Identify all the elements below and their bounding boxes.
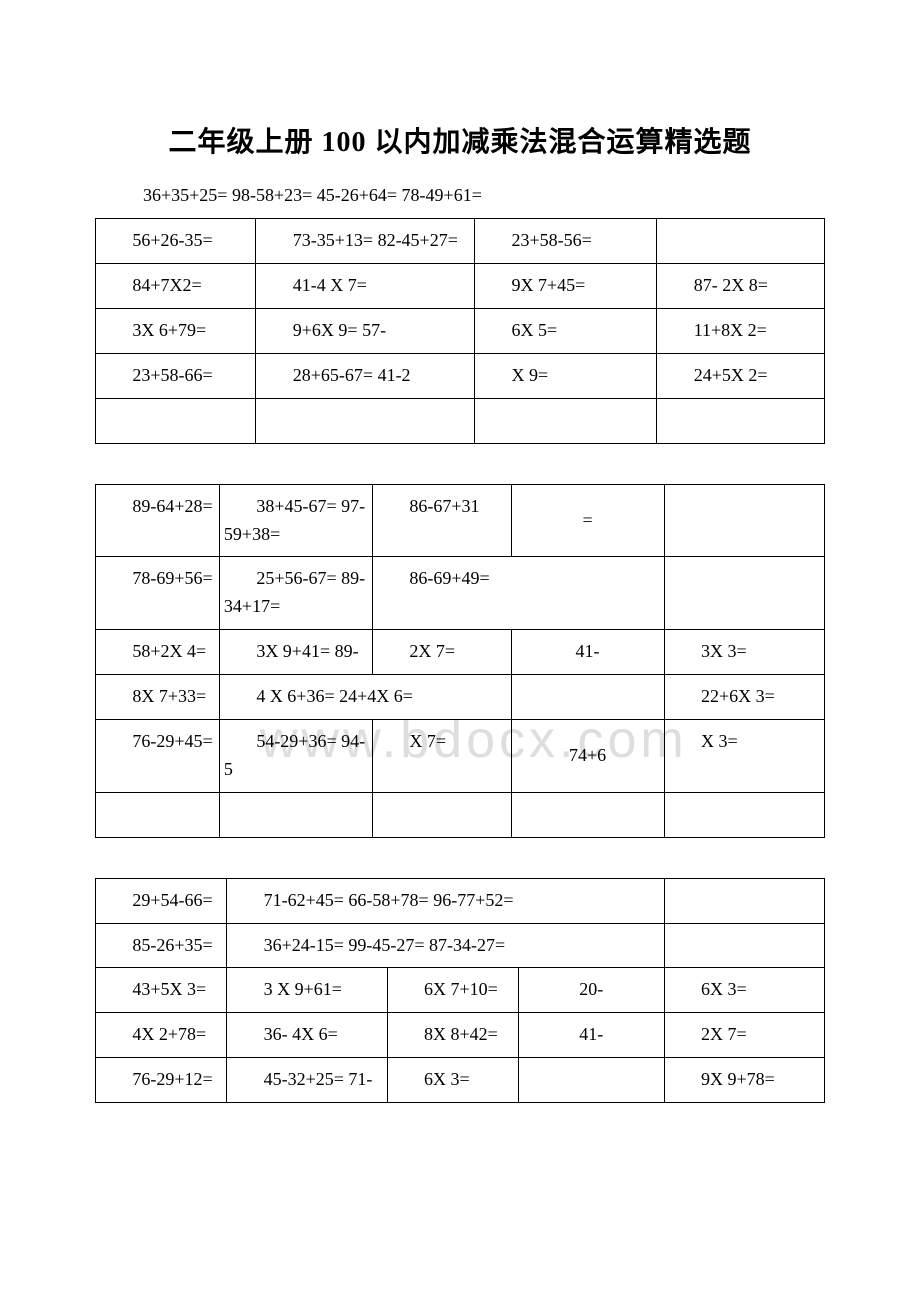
table-cell: 9X 9+78=	[664, 1058, 824, 1103]
table-cell: 29+54-66=	[96, 878, 227, 923]
table-cell	[664, 484, 824, 557]
table-cell: 56+26-35=	[96, 219, 256, 264]
table-cell: 3 X 9+61=	[227, 968, 387, 1013]
table-cell: 89-64+28=	[96, 484, 220, 557]
equation-table-1: 56+26-35=73-35+13= 82-45+27=23+58-56= 84…	[95, 218, 825, 443]
page-title: 二年级上册 100 以内加减乘法混合运算精选题	[95, 120, 825, 160]
table-cell	[511, 675, 664, 720]
table-cell: 8X 8+42=	[387, 1013, 518, 1058]
table-cell: 84+7X2=	[96, 264, 256, 309]
table-cell: 36+24-15= 99-45-27= 87-34-27=	[227, 923, 664, 968]
table-cell	[657, 219, 825, 264]
table-cell: 6X 3=	[664, 968, 824, 1013]
table-cell: 22+6X 3=	[664, 675, 824, 720]
table-cell: 8X 7+33=	[96, 675, 220, 720]
table-cell	[373, 792, 512, 837]
table-cell: 4 X 6+36= 24+4X 6=	[219, 675, 511, 720]
table-cell: 2X 7=	[664, 1013, 824, 1058]
table-cell: 41-	[511, 630, 664, 675]
equation-table-3: 29+54-66=71-62+45= 66-58+78= 96-77+52= 8…	[95, 878, 825, 1103]
table-cell: 41-4 X 7=	[256, 264, 475, 309]
table-cell: 86-69+49=	[373, 557, 665, 630]
table-cell	[96, 792, 220, 837]
table-cell	[664, 792, 824, 837]
table-cell: 2X 7=	[373, 630, 512, 675]
table-cell: 28+65-67= 41-2	[256, 353, 475, 398]
table-cell: 24+5X 2=	[657, 353, 825, 398]
table-cell: 4X 2+78=	[96, 1013, 227, 1058]
table-cell: X 7=	[373, 719, 512, 792]
table-cell	[475, 398, 657, 443]
table-cell: X 3=	[664, 719, 824, 792]
table-cell: 3X 3=	[664, 630, 824, 675]
table-cell	[518, 1058, 664, 1103]
table-cell: 86-67+31	[373, 484, 512, 557]
table-cell: 36- 4X 6=	[227, 1013, 387, 1058]
table-cell	[664, 557, 824, 630]
table-cell: 76-29+45=	[96, 719, 220, 792]
table-cell: 71-62+45= 66-58+78= 96-77+52=	[227, 878, 664, 923]
loose-equation-line: 36+35+25= 98-58+23= 45-26+64= 78-49+61=	[143, 178, 825, 212]
table-cell: 58+2X 4=	[96, 630, 220, 675]
table-cell: 78-69+56=	[96, 557, 220, 630]
table-cell: 74+6	[511, 719, 664, 792]
table-cell: 54-29+36= 94-5	[219, 719, 372, 792]
table-cell	[96, 398, 256, 443]
table-cell: 41-	[518, 1013, 664, 1058]
table-cell: 76-29+12=	[96, 1058, 227, 1103]
table-cell: 43+5X 3=	[96, 968, 227, 1013]
table-cell: 6X 3=	[387, 1058, 518, 1103]
table-cell: 6X 5=	[475, 308, 657, 353]
table-cell	[664, 878, 824, 923]
table-cell: 23+58-66=	[96, 353, 256, 398]
table-cell	[219, 792, 372, 837]
table-cell: 23+58-56=	[475, 219, 657, 264]
table-cell: 6X 7+10=	[387, 968, 518, 1013]
table-cell: 20-	[518, 968, 664, 1013]
equation-table-2: 89-64+28=38+45-67= 97-59+38=86-67+31= 78…	[95, 484, 825, 838]
table-cell: =	[511, 484, 664, 557]
table-cell: 9X 7+45=	[475, 264, 657, 309]
table-cell: 3X 6+79=	[96, 308, 256, 353]
table-cell	[657, 398, 825, 443]
table-cell: 3X 9+41= 89-	[219, 630, 372, 675]
table-cell: 38+45-67= 97-59+38=	[219, 484, 372, 557]
table-cell: X 9=	[475, 353, 657, 398]
table-cell: 45-32+25= 71-	[227, 1058, 387, 1103]
table-cell: 87- 2X 8=	[657, 264, 825, 309]
table-cell: 11+8X 2=	[657, 308, 825, 353]
table-cell	[511, 792, 664, 837]
table-cell: 25+56-67= 89-34+17=	[219, 557, 372, 630]
table-cell: 9+6X 9= 57-	[256, 308, 475, 353]
table-cell: 73-35+13= 82-45+27=	[256, 219, 475, 264]
table-cell	[256, 398, 475, 443]
table-cell: 85-26+35=	[96, 923, 227, 968]
table-cell	[664, 923, 824, 968]
